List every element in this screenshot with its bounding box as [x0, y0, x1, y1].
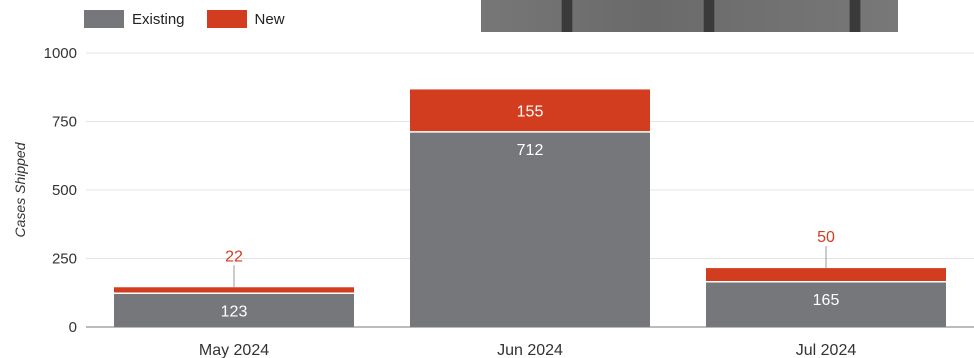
y-tick-label: 500 — [52, 182, 77, 199]
legend-label-existing: Existing — [132, 10, 185, 28]
y-tick-label: 0 — [69, 319, 77, 336]
bar-new — [706, 268, 946, 282]
data-label-new: 22 — [225, 248, 243, 265]
photo-post — [849, 0, 861, 32]
y-axis: 0 250 500 750 1000 — [44, 45, 77, 336]
x-axis: May 2024 Jun 2024 Jul 2024 — [199, 342, 856, 358]
legend-swatch-existing — [84, 10, 124, 28]
data-label-new: 50 — [817, 229, 835, 246]
y-tick-label: 250 — [52, 251, 77, 268]
bar-new — [410, 89, 650, 132]
y-tick-label: 750 — [52, 114, 77, 131]
legend-swatch-new — [206, 10, 247, 28]
x-tick-label: Jun 2024 — [497, 342, 563, 358]
bar-new — [114, 287, 354, 294]
y-axis-title: Cases Shipped — [12, 141, 28, 237]
data-label-existing: 712 — [517, 142, 544, 159]
bar-existing — [114, 293, 354, 327]
data-labels: 123 22 712 155 165 50 — [221, 104, 840, 321]
photo-post — [561, 0, 573, 32]
data-label-existing: 123 — [221, 303, 248, 320]
x-tick-label: Jul 2024 — [796, 342, 857, 358]
legend-item-existing[interactable]: Existing — [84, 10, 185, 28]
bar-existing — [410, 131, 650, 327]
legend-item-new[interactable]: New — [206, 10, 285, 28]
legend-label-new: New — [254, 10, 285, 28]
legend: Existing New — [84, 6, 285, 32]
photo-post — [703, 0, 715, 32]
y-tick-label: 1000 — [44, 45, 77, 62]
data-label-new: 155 — [517, 104, 544, 121]
bar-existing — [706, 281, 946, 327]
background-photo — [481, 0, 898, 32]
x-tick-label: May 2024 — [199, 342, 269, 358]
data-label-existing: 165 — [813, 292, 840, 309]
bars — [114, 89, 946, 327]
